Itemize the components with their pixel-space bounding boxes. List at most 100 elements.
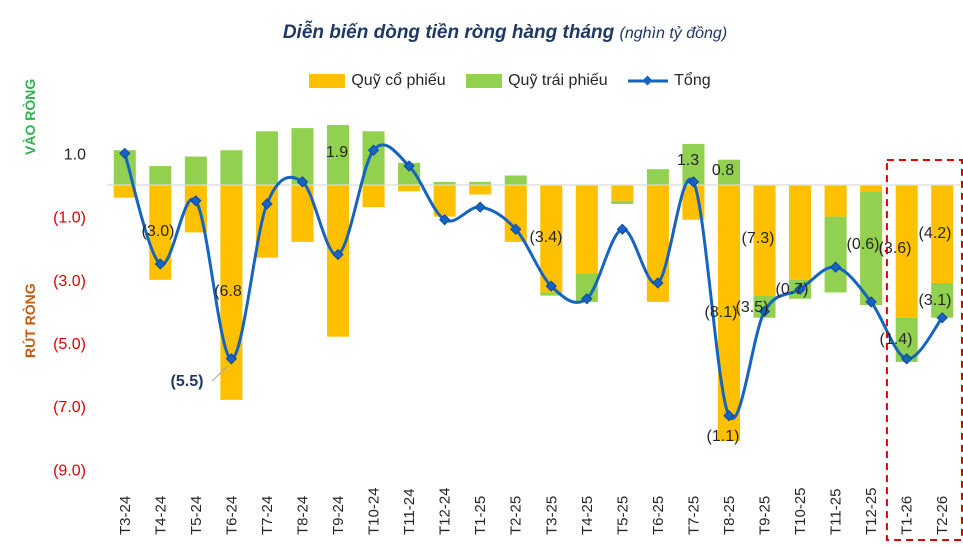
y-tick-label: (7.0): [53, 399, 86, 416]
legend-label-bond: Quỹ trái phiếu: [508, 72, 608, 89]
bar-equity-T9-24: [327, 185, 350, 337]
x-tick-label: T8-25: [721, 496, 738, 535]
legend-swatch-equity: [309, 73, 346, 88]
total-marker-T8-24: [296, 176, 309, 188]
data-label-T8-25: (7.3): [742, 230, 775, 247]
x-tick-label: T5-25: [614, 496, 631, 535]
total-marker-T7-25: [687, 176, 700, 188]
x-tick-label: T7-25: [685, 496, 702, 535]
bar-bond-T3-25: [540, 292, 563, 296]
x-tick-label: T10-24: [366, 487, 383, 535]
x-tick-label: T9-25: [757, 496, 774, 535]
bar-equity-T11-24: [398, 185, 421, 192]
chart-title-unit: (nghìn tỷ đồng): [619, 25, 728, 42]
x-tick-label: T12-24: [437, 487, 454, 535]
x-tick-label: T11-25: [828, 489, 845, 535]
legend-item-bond: Quỹ trái phiếu: [466, 72, 608, 90]
x-tick-label: T8-24: [294, 496, 311, 535]
data-label-T6-24: (6.8: [214, 283, 242, 300]
bar-bond-T11-25: [824, 216, 847, 293]
bar-equity-T11-25: [824, 185, 847, 217]
total-marker-T5-24: [190, 195, 202, 207]
y-tick-label: (5.0): [53, 336, 86, 353]
total-marker-T4-25: [581, 293, 593, 305]
total-marker-T2-26: [936, 312, 948, 324]
legend-label-equity: Quỹ cổ phiếu: [351, 72, 446, 89]
data-label-T8-25: 0.8: [712, 162, 734, 179]
total-marker-T1-26: [901, 353, 913, 365]
bar-bond-T11-24: [398, 162, 421, 185]
x-tick-label: T4-25: [579, 496, 596, 535]
bar-equity-T3-25: [540, 185, 563, 293]
x-tick-label: T6-24: [223, 496, 240, 535]
bar-equity-T7-24: [255, 185, 278, 258]
chart-title: Diễn biến dòng tiền ròng hàng tháng (ngh…: [0, 22, 963, 44]
bar-equity-T12-24: [433, 185, 456, 217]
x-tick-label: T1-26: [899, 496, 916, 535]
total-marker-T6-25: [652, 277, 664, 289]
data-label-T8-25: (8.1): [705, 304, 738, 321]
chart-title-main: Diễn biến dòng tiền ròng hàng tháng: [282, 22, 615, 43]
total-line-layer: [119, 143, 948, 422]
x-tick-label: T11-24: [401, 489, 418, 535]
bar-equity-T9-25: [753, 185, 776, 296]
data-label-T12-25: (3.6): [879, 240, 912, 257]
bar-bond-T1-25: [469, 181, 492, 185]
legend-line-total: [628, 75, 669, 86]
total-marker-T2-25: [510, 223, 522, 235]
bar-bond-T6-24: [220, 150, 243, 185]
x-tick-label: T5-24: [188, 496, 205, 535]
total-marker-T11-24: [403, 160, 415, 172]
bar-equity-T5-25: [611, 185, 634, 201]
y-tick-label: (3.0): [53, 273, 86, 290]
total-marker-T6-24: [225, 353, 238, 365]
bar-bond-T2-26: [931, 282, 954, 318]
data-label-T1-26: (1.4): [880, 331, 913, 348]
data-label-T3-25: (3.4): [530, 229, 563, 246]
total-marker-T12-24: [438, 214, 451, 226]
data-label-T7-25: 1.3: [677, 152, 699, 169]
total-marker-T8-25: [723, 410, 735, 422]
total-marker-T1-25: [474, 201, 486, 213]
data-labels-layer: (3.0) (6.8 (5.5) 1.9 (3.4) 1.3 0.8 (8.1) (7.3) (3…: [142, 144, 952, 445]
data-label-T6-24: (5.5): [171, 373, 204, 390]
data-label-T1-26: (4.2): [919, 225, 952, 242]
bar-equity-T8-24: [291, 185, 314, 242]
bar-equity-T1-25: [469, 185, 492, 195]
bars-layer: [113, 124, 954, 441]
bar-equity-T8-25: [717, 185, 740, 441]
bar-bond-T10-24: [362, 131, 385, 185]
highlight-layer: [885, 159, 963, 541]
highlight-box: [885, 159, 963, 541]
total-marker-T10-24: [367, 144, 380, 156]
x-tick-label: T2-26: [934, 496, 951, 535]
x-tick-label: T3-24: [117, 496, 134, 535]
bar-bond-T8-24: [291, 128, 314, 185]
data-label-T9-25: (0.7): [776, 281, 809, 298]
y-ticks-layer: 1.0 (1.0) (3.0) (5.0) (7.0) (9.0): [53, 146, 86, 479]
x-tick-label: T1-25: [472, 496, 489, 535]
total-marker-T11-25: [829, 261, 842, 273]
total-line: [123, 143, 944, 421]
total-marker-T12-25: [865, 296, 877, 308]
bar-bond-T4-24: [149, 166, 172, 185]
legend-item-equity: Quỹ cổ phiếu: [309, 72, 446, 90]
x-tick-label: T2-25: [508, 496, 525, 535]
bar-bond-T7-25: [682, 143, 705, 185]
data-label-T10-25: (0.6): [847, 236, 880, 253]
bar-equity-T12-25: [860, 185, 883, 192]
total-marker-T9-24: [332, 248, 344, 261]
total-marker-T3-25: [545, 280, 557, 292]
bar-bond-T1-26: [895, 317, 918, 362]
y-tick-label: (9.0): [53, 462, 86, 479]
bar-equity-T3-24: [113, 185, 136, 198]
data-label-T4-24: (3.0): [142, 223, 175, 240]
legend: Quỹ cổ phiếu Quỹ trái phiếu Tổng: [0, 72, 963, 90]
total-marker-T4-24: [154, 258, 166, 270]
data-label-T2-26: (3.1): [919, 292, 952, 309]
bar-bond-T5-24: [184, 156, 207, 185]
bar-bond-T12-25: [860, 191, 883, 306]
x-tick-label: T10-25: [792, 487, 809, 535]
data-label-T9-24: 1.9: [326, 144, 348, 161]
